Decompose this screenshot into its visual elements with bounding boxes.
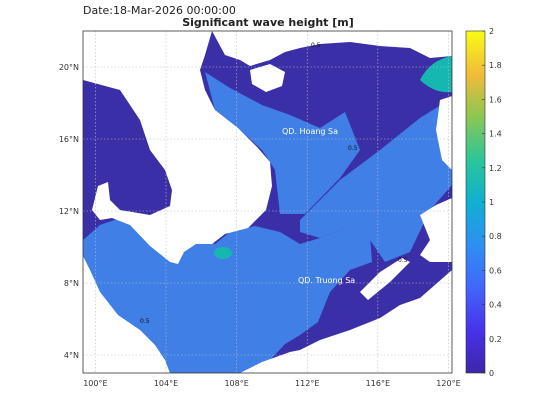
colorbar-tick-label: 2 bbox=[489, 27, 494, 36]
land-indochina bbox=[83, 31, 272, 264]
lon-tick-label: 120°E bbox=[436, 379, 460, 388]
colorbar-tick-label: 1 bbox=[489, 198, 494, 207]
annotation-truong-sa: QD. Truong Sa bbox=[298, 276, 355, 285]
colorbar-tick-label: 1.6 bbox=[489, 95, 502, 104]
lat-tick-label: 4°N bbox=[64, 351, 79, 360]
latitude-tick-labels: 4°N 8°N 12°N 16°N 20°N bbox=[59, 63, 79, 360]
land-hainan bbox=[250, 64, 285, 92]
lat-tick-label: 20°N bbox=[59, 63, 79, 72]
date-label: Date:18-Mar-2026 00:00:00 bbox=[83, 4, 236, 17]
lon-tick-label: 104°E bbox=[154, 379, 178, 388]
land-malay-peninsula bbox=[83, 256, 170, 373]
lon-tick-label: 100°E bbox=[83, 379, 107, 388]
sea-high-wave-south bbox=[214, 247, 232, 259]
land-luzon bbox=[436, 96, 452, 170]
lon-tick-label: 108°E bbox=[224, 379, 248, 388]
lat-tick-label: 8°N bbox=[64, 279, 79, 288]
colorbar-tick-label: 0.2 bbox=[489, 335, 502, 344]
colorbar-tick-label: 0.4 bbox=[489, 301, 502, 310]
map-grid bbox=[83, 31, 452, 373]
lat-tick-label: 12°N bbox=[59, 207, 79, 216]
colorbar-tick-label: 1.2 bbox=[489, 164, 502, 173]
land-china-south bbox=[212, 31, 452, 66]
colorbar-tick-label: 1.4 bbox=[489, 130, 502, 139]
colorbar-tick-label: 0.8 bbox=[489, 232, 502, 241]
colorbar-tick-label: 0 bbox=[489, 369, 494, 378]
sea-high-wave-northeast bbox=[420, 56, 452, 93]
lon-tick-label: 112°E bbox=[295, 379, 319, 388]
map-area bbox=[83, 31, 452, 373]
land-palawan bbox=[360, 258, 410, 300]
sea-mid-wave-east bbox=[300, 98, 452, 262]
annotation-hoang-sa: QD. Hoang Sa bbox=[282, 127, 338, 136]
contour-label-2: 0.5 bbox=[348, 145, 358, 152]
lat-tick-label: 16°N bbox=[59, 135, 79, 144]
colorbar-ticks: 0 0.2 0.4 0.6 0.8 1 1.2 1.4 1.6 1.8 2 bbox=[482, 27, 502, 378]
map-title: Significant wave height [m] bbox=[182, 16, 354, 29]
sea-mid-wave-north bbox=[205, 72, 360, 214]
sea-mid-wave-gulf bbox=[83, 218, 372, 373]
contour-label-4: 0.5 bbox=[140, 318, 150, 325]
contour-label-1: 0.5 bbox=[311, 42, 321, 49]
lon-tick-label: 116°E bbox=[366, 379, 390, 388]
longitude-tick-labels: 100°E 104°E 108°E 112°E 116°E 120°E bbox=[83, 379, 460, 388]
contour-label-3: 0.5 bbox=[398, 257, 408, 264]
colorbar-tick-label: 1.8 bbox=[489, 61, 502, 70]
colorbar-tick-label: 0.6 bbox=[489, 266, 502, 275]
map-frame bbox=[82, 30, 453, 374]
land-philippines bbox=[420, 198, 452, 262]
land-borneo bbox=[240, 270, 452, 373]
